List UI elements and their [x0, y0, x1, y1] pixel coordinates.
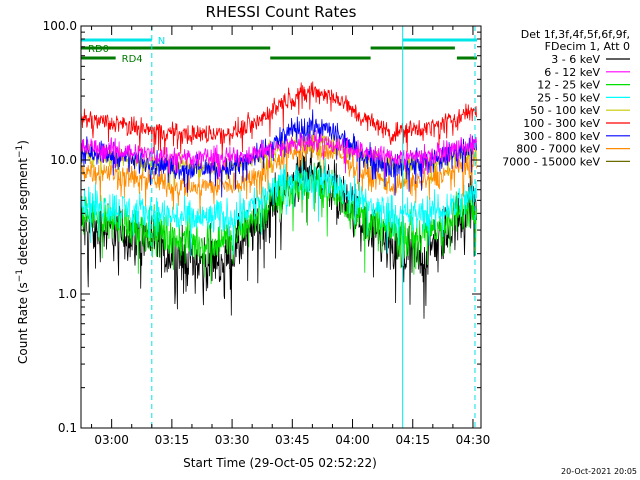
- x-tick-label: 03:30: [215, 433, 250, 447]
- y-tick-label: 1.0: [58, 287, 77, 301]
- x-tick-label: 03:45: [275, 433, 310, 447]
- flag-label-n: N: [158, 36, 165, 47]
- legend-label: 7000 - 15000 keV: [502, 155, 600, 168]
- legend-label: 800 - 7000 keV: [516, 143, 600, 156]
- x-tick-label: 04:30: [456, 433, 491, 447]
- legend-label: 25 - 50 keV: [537, 91, 600, 104]
- y-tick-label: 100.0: [43, 19, 77, 33]
- x-tick-label: 04:00: [335, 433, 370, 447]
- y-tick-label: 10.0: [50, 153, 77, 167]
- legend-label: 50 - 100 keV: [530, 104, 600, 117]
- legend-label: 6 - 12 keV: [544, 66, 600, 79]
- x-tick-label: 03:00: [94, 433, 129, 447]
- plot-frame: [80, 25, 482, 429]
- series-line-12-25-kev: [80, 160, 477, 285]
- legend-header-line-1: Det 1f,3f,4f,5f,6f,9f,: [521, 28, 630, 41]
- render-timestamp: 20-Oct-2021 20:05: [561, 467, 637, 476]
- x-tick-label: 04:15: [395, 433, 430, 447]
- x-tick-label: 03:15: [155, 433, 190, 447]
- series-line-300-800-kev: [80, 109, 477, 198]
- series-line-6-12-kev: [81, 130, 477, 180]
- legend-header-line-2: FDecim 1, Att 0: [545, 40, 630, 53]
- legend-label: 12 - 25 keV: [537, 79, 600, 92]
- flag-label-rd4: RD4: [122, 54, 143, 65]
- series-line-100-300-kev: [80, 81, 477, 155]
- legend-label: 3 - 6 keV: [551, 53, 600, 66]
- y-tick-label: 0.1: [58, 421, 77, 435]
- flag-label-rd0: RD0: [88, 44, 109, 55]
- legend: Det 1f,3f,4f,5f,6f,9f, FDecim 1, Att 0 3…: [502, 28, 630, 168]
- legend-label: 100 - 300 keV: [523, 117, 600, 130]
- chart-title: RHESSI Count Rates: [206, 3, 357, 21]
- series-line-800-7000-kev: [80, 135, 477, 215]
- series-line-25-50-kev: [80, 156, 477, 257]
- y-axis-label: Count Rate (s−1 detector segment−1): [15, 140, 30, 364]
- x-axis-label: Start Time (29-Oct-05 02:52:22): [183, 456, 377, 470]
- legend-label: 300 - 800 keV: [523, 130, 600, 143]
